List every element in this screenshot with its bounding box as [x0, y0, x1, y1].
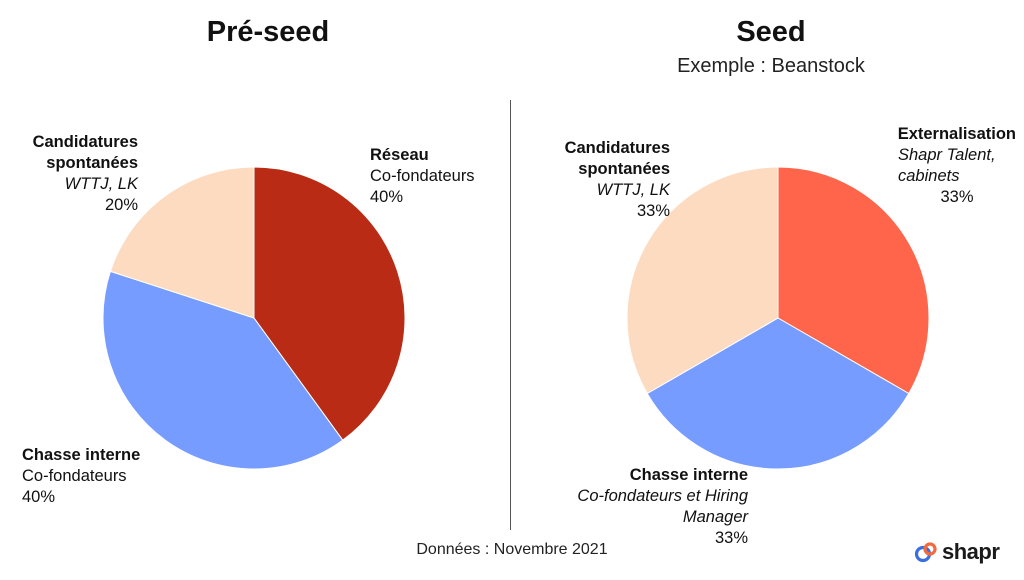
slice-name: Réseau — [370, 146, 429, 164]
slice-name: Chasse interne — [629, 466, 748, 484]
pie-slice-1-0 — [777, 166, 930, 395]
slice-detail: Co-fondateurs — [370, 167, 475, 185]
slice-label-candidatures-seed: Candidatures spontanées WTTJ, LK 33% — [530, 138, 670, 222]
slice-detail: Co-fondateurs — [22, 467, 127, 485]
brand-logo: shapr — [914, 538, 1000, 566]
slice-label-chasse-interne-seed: Chasse interne Co-fondateurs et Hiring M… — [520, 465, 748, 549]
pie-slice-1-1 — [646, 317, 910, 470]
slice-name: Candidatures spontanées — [564, 139, 670, 178]
slice-name: Chasse interne — [22, 446, 141, 464]
slice-detail: Shapr Talent, cabinets — [898, 146, 996, 185]
slice-value: 33% — [636, 202, 670, 220]
slice-name: Externalisation — [897, 125, 1016, 143]
slice-value: 33% — [940, 188, 974, 206]
pie-slice-0-1 — [102, 270, 344, 470]
shapr-logo-icon — [914, 542, 937, 563]
slice-value: 20% — [104, 196, 138, 214]
brand-name: shapr — [942, 539, 1000, 564]
slice-value: 40% — [22, 488, 56, 506]
chart-title-preseed: Pré-seed — [206, 16, 330, 48]
divider — [510, 100, 511, 530]
pie-slice-0-0 — [253, 166, 406, 441]
slice-label-chasse-interne-preseed: Chasse interne Co-fondateurs 40% — [22, 445, 140, 508]
chart-title-seed: Seed — [736, 16, 806, 48]
slice-label-reseau: Réseau Co-fondateurs 40% — [370, 145, 475, 208]
slice-value: 40% — [370, 188, 404, 206]
slice-value: 33% — [714, 529, 748, 547]
slice-label-externalisation: Externalisation Shapr Talent, cabinets 3… — [856, 124, 1016, 208]
slice-detail: WTTJ, LK — [596, 181, 670, 199]
slice-detail: Co-fondateurs et Hiring Manager — [577, 487, 748, 526]
data-date-footnote: Données : Novembre 2021 — [416, 541, 608, 558]
slice-name: Candidatures spontanées — [32, 133, 138, 172]
pie-slice-0-2 — [109, 166, 255, 319]
slice-label-candidatures-preseed: Candidatures spontanées WTTJ, LK 20% — [8, 132, 138, 216]
pie-slice-1-2 — [626, 166, 779, 395]
chart-subtitle-seed: Exemple : Beanstock — [677, 55, 865, 77]
slice-detail: WTTJ, LK — [64, 175, 138, 193]
